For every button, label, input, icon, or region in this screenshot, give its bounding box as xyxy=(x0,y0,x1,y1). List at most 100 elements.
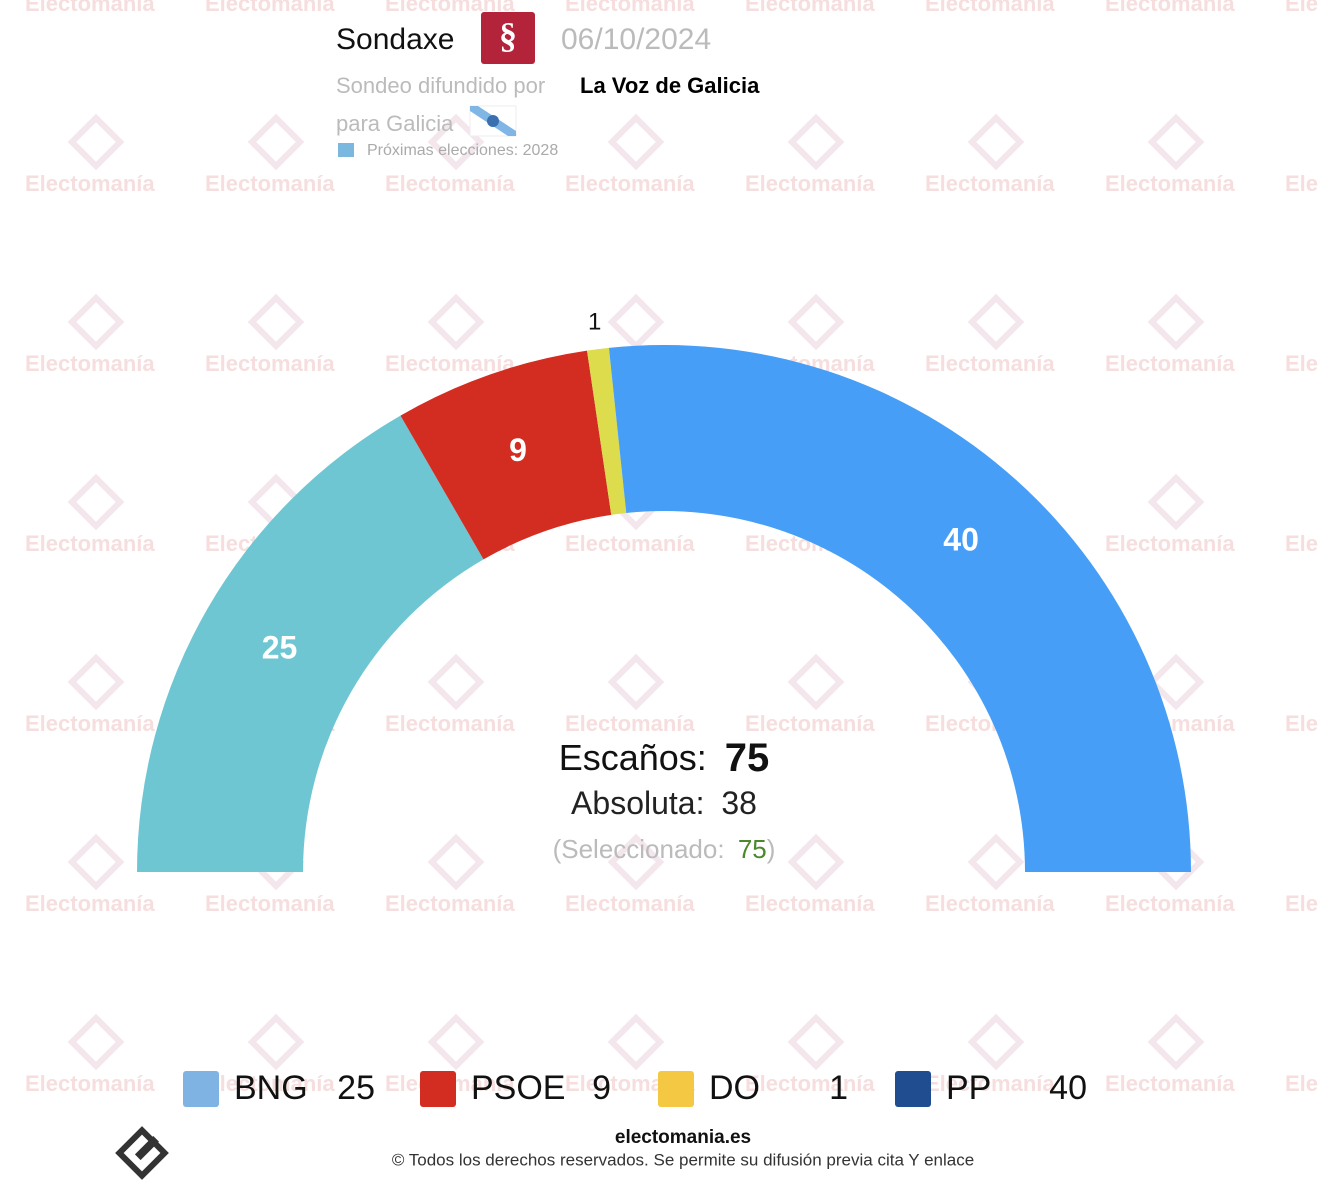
watermark-icon xyxy=(67,653,125,711)
pollster-logo-glyph: § xyxy=(499,15,517,55)
seat-segment xyxy=(608,345,1191,872)
watermark-text: Electomanía xyxy=(565,891,695,916)
watermark-text: Electomanía xyxy=(1105,351,1235,376)
subtitle: Sondeo difundido por xyxy=(336,73,545,98)
watermark-icon xyxy=(67,1013,125,1071)
watermark-text: Electomanía xyxy=(565,171,695,196)
watermark-text: Electomanía xyxy=(565,531,695,556)
watermark-text: Electomanía xyxy=(1285,351,1318,376)
watermark-icon xyxy=(1147,473,1205,531)
watermark-icon xyxy=(607,113,665,171)
watermark-text: Electomanía xyxy=(1105,171,1235,196)
watermark-text: Electomanía xyxy=(385,171,515,196)
watermark-text: Electomanía xyxy=(205,0,335,16)
segment-label: 9 xyxy=(509,432,527,468)
watermark-text: Electomanía xyxy=(1285,531,1318,556)
segment-label: 25 xyxy=(262,629,298,665)
watermark-text: Electomanía xyxy=(1285,711,1318,736)
seat-segment xyxy=(400,350,612,560)
plot: 25 9 1 40 xyxy=(137,309,1191,872)
legend-icon xyxy=(420,1071,456,1107)
watermark-icon xyxy=(787,113,845,171)
watermark-icon xyxy=(1147,1013,1205,1071)
seat-segment xyxy=(137,415,484,872)
watermark-text: Electomanía xyxy=(1285,0,1318,16)
watermark-text: Electomanía xyxy=(385,0,515,16)
seats-label: Escaños: xyxy=(559,737,707,778)
watermark-icon xyxy=(967,293,1025,351)
watermark-text: Electomanía xyxy=(565,0,695,16)
seat-segment xyxy=(587,347,627,515)
flag-icon xyxy=(469,105,517,137)
majority-label: Absoluta: xyxy=(571,785,704,821)
selected-value: 75 xyxy=(738,834,767,864)
watermark-text: Electomanía xyxy=(925,891,1055,916)
watermark-icon xyxy=(67,113,125,171)
watermark-text: Electomanía xyxy=(205,171,335,196)
watermark-text: Electomanía xyxy=(925,1071,1055,1096)
legend-value: 40 xyxy=(1049,1069,1087,1107)
watermark-icon xyxy=(607,1013,665,1071)
watermark-text: Electomanía xyxy=(25,351,155,376)
watermark-icon xyxy=(607,293,665,351)
watermark-icon xyxy=(967,1013,1025,1071)
segment-label: 40 xyxy=(943,521,979,557)
watermark-icon xyxy=(67,473,125,531)
watermark-icon xyxy=(67,833,125,891)
watermark-icon xyxy=(967,113,1025,171)
legend: BNG 25 PSOE 9 DO 1 PP 40 xyxy=(183,1069,1087,1107)
watermark-text: Electomanía xyxy=(745,1071,875,1096)
legend-label: BNG xyxy=(234,1069,308,1107)
watermark-text: Electomanía xyxy=(745,891,875,916)
watermark-icon xyxy=(607,833,665,891)
watermark-icon xyxy=(1147,293,1205,351)
legend-label: PSOE xyxy=(471,1069,565,1107)
watermark-text: Electomanía xyxy=(25,0,155,16)
selected-close: ) xyxy=(767,834,776,864)
legend-label: PP xyxy=(946,1069,991,1107)
selected-label: (Seleccionado: xyxy=(553,834,725,864)
segment-label: 1 xyxy=(588,309,601,336)
watermark-icon xyxy=(247,293,305,351)
watermark-icon xyxy=(787,653,845,711)
watermark-text: Electomanía xyxy=(745,711,875,736)
watermark-text: Electomanía xyxy=(1285,891,1318,916)
watermark-icon xyxy=(1147,113,1205,171)
watermark-icon xyxy=(787,293,845,351)
legend-icon xyxy=(895,1071,931,1107)
watermark-text: Electomanía xyxy=(925,0,1055,16)
watermark-icon xyxy=(427,293,485,351)
watermark-text: Electomanía xyxy=(1285,171,1318,196)
footer-site: electomania.es xyxy=(615,1127,751,1148)
watermark-text: Electomanía xyxy=(1105,0,1235,16)
watermark-icon xyxy=(787,833,845,891)
legend-label: DO xyxy=(709,1069,760,1107)
watermark-text: Electomanía xyxy=(925,171,1055,196)
pollster-logo xyxy=(481,12,535,64)
watermark-text: Electomanía xyxy=(25,531,155,556)
watermark-text: Electomanía xyxy=(205,891,335,916)
watermark-icon xyxy=(427,1013,485,1071)
watermark-icon xyxy=(1147,653,1205,711)
watermark-text: Electomanía xyxy=(1105,1071,1235,1096)
next-election: Próximas elecciones: 2028 xyxy=(367,142,558,159)
watermark-text: Electomanía xyxy=(205,351,335,376)
watermark-text: Electomanía xyxy=(1105,891,1235,916)
watermark-text: Electomanía xyxy=(25,1071,155,1096)
watermark-text: Electomanía xyxy=(385,891,515,916)
watermark-text: Electomanía xyxy=(745,171,875,196)
watermark-icon xyxy=(247,113,305,171)
footer-rights: © Todos los derechos reservados. Se perm… xyxy=(392,1150,974,1169)
poll-date: 06/10/2024 xyxy=(561,23,711,56)
watermark-icon xyxy=(427,833,485,891)
watermark-text: Electomanía xyxy=(1105,531,1235,556)
watermark-icon xyxy=(247,1013,305,1071)
watermark-icon xyxy=(787,1013,845,1071)
watermark-icon xyxy=(67,293,125,351)
region: para Galicia xyxy=(336,111,454,136)
watermark-text: Electomanía xyxy=(25,711,155,736)
watermark-text: Electomanía xyxy=(1285,1071,1318,1096)
footer-logo xyxy=(115,1126,169,1180)
watermark-icon xyxy=(427,653,485,711)
